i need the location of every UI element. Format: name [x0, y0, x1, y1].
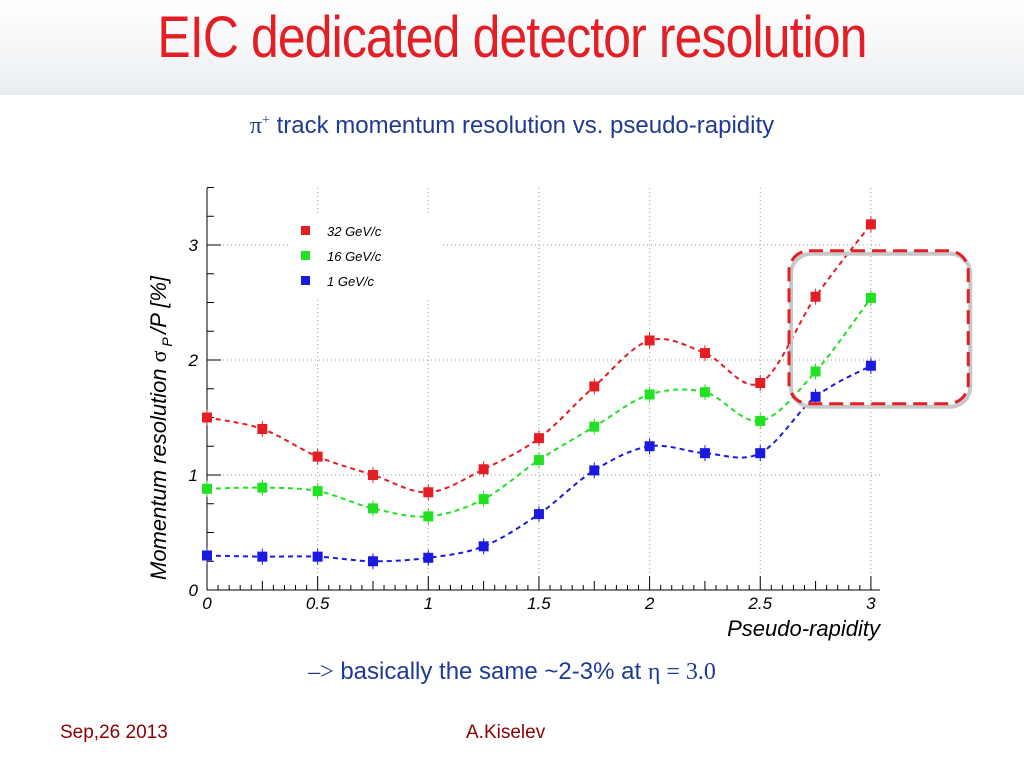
x-tick-label: 2: [644, 594, 655, 613]
x-tick-label: 1.5: [527, 594, 551, 613]
footer-author: A.Kiselev: [466, 722, 546, 743]
series-2-point: [367, 503, 378, 514]
legend-marker-2: [301, 251, 310, 260]
series-1-point: [367, 470, 378, 480]
series-2-point: [755, 415, 766, 426]
chart-axes: [206, 187, 880, 591]
legend-marker-3: [301, 276, 310, 285]
y-axis-title-unit: /P [%]: [146, 275, 171, 336]
series-1-point: [423, 487, 434, 498]
series-1-point: [589, 381, 600, 392]
title-band: [0, 0, 1024, 95]
series-2-point: [810, 366, 821, 377]
legend-marker-1: [301, 226, 310, 235]
legend-label-1: 32 GeV/c: [327, 224, 382, 239]
y-tick-label: 3: [189, 236, 199, 255]
x-tick-label: 3: [866, 594, 876, 613]
y-axis-subscript: P: [159, 334, 175, 351]
series-1-point: [699, 348, 710, 359]
arrow-symbol: –>: [308, 659, 334, 685]
chart-subtitle: π+ track momentum resolution vs. pseudo-…: [0, 112, 1024, 140]
conclusion-line: –> basically the same ~2-3% at η = 3.0: [0, 658, 1024, 686]
pi-symbol: π: [249, 113, 262, 139]
series-2-point: [533, 455, 544, 466]
y-tick-label: 0: [189, 581, 199, 600]
series-2-point: [312, 486, 323, 497]
legend-box: [288, 215, 443, 297]
series-3-point: [810, 391, 821, 402]
highlight-box-shadow: [789, 251, 973, 409]
series-3-point: [257, 551, 268, 562]
x-tick-label: 2.5: [747, 594, 772, 613]
series-3-point: [865, 360, 876, 371]
series-3-point: [699, 448, 710, 459]
series-2-curve: [206, 297, 872, 518]
series-3-point: [589, 465, 600, 476]
series-2-point: [865, 292, 876, 303]
highlight-box: [787, 249, 970, 406]
chart-data-points: [202, 216, 876, 570]
series-1-point: [202, 412, 212, 423]
legend-label-2: 16 GeV/c: [327, 249, 382, 264]
series-2-point: [478, 494, 489, 505]
highlight-region: [787, 249, 973, 409]
x-tick-label: 0: [202, 594, 212, 613]
series-3-point: [478, 541, 489, 552]
y-axis-sigma: σ: [146, 350, 171, 362]
series-2-point: [423, 511, 434, 522]
x-axis-title: Pseudo-rapidity: [727, 616, 882, 641]
series-3-point: [423, 552, 434, 563]
series-1-point: [755, 378, 766, 388]
conclusion-text: basically the same ~2-3% at: [340, 658, 642, 685]
series-3-point: [644, 441, 655, 452]
series-1-point: [257, 424, 268, 434]
series-1-point: [312, 451, 323, 462]
series-3-point: [367, 556, 378, 567]
y-tick-label: 2: [188, 351, 199, 370]
y-axis-title: Momentum resolution σ P /P [%]: [146, 275, 175, 580]
footer-date: Sep,26 2013: [60, 722, 168, 743]
chart-legend: 32 GeV/c 16 GeV/c 1 GeV/c: [288, 215, 443, 297]
pi-charge-superscript: +: [262, 113, 270, 128]
slide-title: EIC dedicated detector resolution: [157, 5, 867, 70]
y-tick-label: 1: [189, 466, 198, 485]
series-1-point: [810, 291, 821, 302]
series-3-point: [202, 550, 212, 561]
series-2-point: [202, 483, 212, 494]
series-2-point: [699, 387, 710, 398]
series-1-point: [533, 433, 544, 444]
eta-value: η = 3.0: [647, 659, 716, 685]
y-axis-title-text: Momentum resolution: [146, 362, 171, 580]
series-2-point: [257, 482, 268, 493]
series-3-point: [755, 448, 766, 459]
series-1-point: [644, 335, 655, 346]
chart-tick-labels: 0 0.5 1 1.5 2 2.5 3 0 1 2 3: [188, 236, 877, 613]
series-1-point: [478, 464, 489, 475]
x-tick-label: 1: [424, 594, 433, 613]
legend-label-3: 1 GeV/c: [327, 274, 374, 289]
subtitle-text: track momentum resolution vs. pseudo-rap…: [276, 112, 775, 139]
x-tick-label: 0.5: [306, 594, 330, 613]
series-3-point: [533, 509, 544, 520]
series-2-point: [589, 421, 600, 432]
series-2-point: [644, 389, 655, 400]
series-1-point: [865, 219, 876, 230]
series-3-point: [312, 551, 323, 562]
chart-axis-titles: Pseudo-rapidity Momentum resolution σ P /…: [146, 275, 882, 641]
